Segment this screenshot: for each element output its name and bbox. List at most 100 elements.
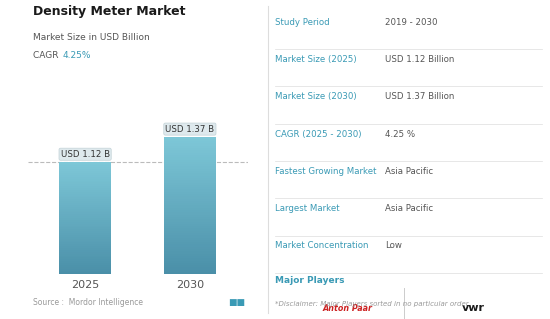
Bar bbox=[164, 212, 216, 215]
Bar bbox=[164, 150, 216, 153]
Bar bbox=[59, 226, 111, 227]
Bar bbox=[59, 166, 111, 167]
Bar bbox=[59, 182, 111, 184]
Text: Fastest Growing Market: Fastest Growing Market bbox=[275, 167, 377, 176]
Bar bbox=[59, 259, 111, 261]
Bar bbox=[59, 229, 111, 231]
Bar bbox=[164, 203, 216, 205]
Bar bbox=[164, 182, 216, 185]
Bar bbox=[164, 258, 216, 261]
Text: CAGR: CAGR bbox=[33, 51, 62, 60]
Bar bbox=[164, 148, 216, 150]
Bar bbox=[164, 176, 216, 178]
Text: USD 1.37 B: USD 1.37 B bbox=[166, 125, 214, 134]
Text: Source :  Mordor Intelligence: Source : Mordor Intelligence bbox=[33, 298, 143, 307]
Bar bbox=[59, 173, 111, 175]
Bar bbox=[164, 238, 216, 240]
Bar bbox=[59, 171, 111, 173]
Text: Market Size (2025): Market Size (2025) bbox=[275, 55, 356, 64]
Bar bbox=[59, 244, 111, 246]
Bar bbox=[59, 246, 111, 248]
Bar bbox=[164, 208, 216, 210]
Bar bbox=[164, 205, 216, 208]
Bar bbox=[59, 201, 111, 203]
Bar bbox=[59, 205, 111, 207]
Bar bbox=[164, 228, 216, 231]
Bar bbox=[59, 265, 111, 267]
Bar bbox=[59, 239, 111, 241]
Bar bbox=[164, 267, 216, 270]
Bar bbox=[59, 190, 111, 192]
Bar bbox=[59, 192, 111, 194]
Bar bbox=[59, 179, 111, 181]
Bar bbox=[59, 181, 111, 182]
Bar bbox=[164, 160, 216, 162]
Bar bbox=[59, 233, 111, 235]
Text: Market Concentration: Market Concentration bbox=[275, 241, 368, 250]
Bar bbox=[59, 197, 111, 199]
Bar bbox=[59, 250, 111, 252]
Bar bbox=[164, 217, 216, 219]
Bar bbox=[59, 227, 111, 229]
Bar bbox=[59, 188, 111, 190]
Bar bbox=[59, 261, 111, 263]
Text: vwr: vwr bbox=[461, 303, 485, 313]
Bar bbox=[59, 194, 111, 196]
Bar bbox=[164, 185, 216, 187]
Text: Anton Paar: Anton Paar bbox=[323, 304, 373, 313]
Bar bbox=[59, 263, 111, 265]
Bar bbox=[59, 169, 111, 171]
Bar bbox=[164, 240, 216, 242]
Bar bbox=[164, 249, 216, 251]
Bar bbox=[164, 254, 216, 256]
Bar bbox=[164, 265, 216, 267]
Bar bbox=[59, 184, 111, 186]
Bar bbox=[164, 231, 216, 233]
Bar bbox=[164, 247, 216, 249]
Bar bbox=[164, 171, 216, 173]
Bar bbox=[164, 226, 216, 228]
Bar bbox=[164, 162, 216, 164]
Bar bbox=[164, 210, 216, 212]
Text: CAGR (2025 - 2030): CAGR (2025 - 2030) bbox=[275, 130, 361, 138]
Bar bbox=[59, 199, 111, 201]
Text: 4.25%: 4.25% bbox=[63, 51, 91, 60]
Bar bbox=[59, 164, 111, 166]
Bar bbox=[59, 254, 111, 256]
Bar bbox=[59, 220, 111, 222]
Bar bbox=[164, 173, 216, 176]
Bar bbox=[164, 221, 216, 224]
Text: USD 1.37 Billion: USD 1.37 Billion bbox=[385, 92, 454, 101]
Bar bbox=[59, 242, 111, 244]
Bar bbox=[59, 237, 111, 239]
Text: Major Players: Major Players bbox=[275, 276, 344, 285]
Bar bbox=[164, 141, 216, 144]
Text: USD 1.12 B: USD 1.12 B bbox=[60, 150, 109, 159]
Text: Low: Low bbox=[385, 241, 402, 250]
Bar bbox=[164, 157, 216, 160]
Bar bbox=[59, 231, 111, 233]
Bar bbox=[164, 189, 216, 192]
Bar bbox=[164, 137, 216, 139]
Text: Asia Pacific: Asia Pacific bbox=[385, 204, 433, 213]
Bar bbox=[164, 199, 216, 201]
Bar bbox=[59, 196, 111, 197]
Bar bbox=[164, 187, 216, 189]
Text: Market Size (2030): Market Size (2030) bbox=[275, 92, 356, 101]
Text: Study Period: Study Period bbox=[275, 18, 329, 26]
Bar bbox=[164, 178, 216, 180]
Bar bbox=[164, 196, 216, 199]
Bar bbox=[59, 175, 111, 177]
Text: Density Meter Market: Density Meter Market bbox=[33, 5, 185, 18]
Bar bbox=[164, 201, 216, 203]
Text: USD 1.12 Billion: USD 1.12 Billion bbox=[385, 55, 454, 64]
Bar bbox=[59, 212, 111, 214]
Bar bbox=[59, 207, 111, 209]
Bar bbox=[164, 139, 216, 141]
Bar bbox=[164, 224, 216, 226]
Bar bbox=[164, 235, 216, 238]
Bar bbox=[59, 267, 111, 269]
Bar bbox=[59, 203, 111, 205]
Bar bbox=[59, 257, 111, 259]
Bar bbox=[164, 146, 216, 148]
